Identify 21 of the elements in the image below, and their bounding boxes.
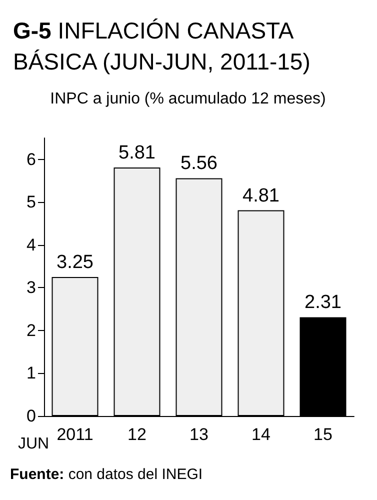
data-label: 2.31 [304, 292, 342, 314]
chart-title: G-5 INFLACIÓN CANASTA BÁSICA (JUN-JUN, 2011-15) [13, 18, 310, 74]
y-tick-label: 5 [26, 192, 36, 212]
x-tick-label: 15 [314, 425, 332, 444]
data-label: 3.25 [56, 252, 94, 273]
data-label: 4.81 [242, 185, 280, 206]
x-tick-label: 12 [128, 425, 146, 444]
x-axis-title: JUN [18, 436, 50, 452]
data-label: 5.56 [180, 153, 218, 174]
x-tick-label: 14 [252, 425, 270, 444]
y-tick-label: 6 [26, 150, 36, 169]
y-tick-label: 4 [26, 235, 36, 254]
data-label: 5.81 [118, 142, 156, 164]
source-note: Fuente: con datos del INEGI [10, 466, 203, 483]
y-tick-label: 1 [26, 364, 36, 383]
y-tick-label: 2 [26, 320, 36, 340]
chart-subtitle: INPC a junio (% acumulado 12 meses) [50, 90, 326, 108]
y-tick-label: 3 [26, 278, 36, 298]
x-tick-label: 13 [190, 425, 208, 444]
x-tick-label: 2011 [56, 425, 94, 444]
y-tick-label: 0 [26, 406, 36, 426]
